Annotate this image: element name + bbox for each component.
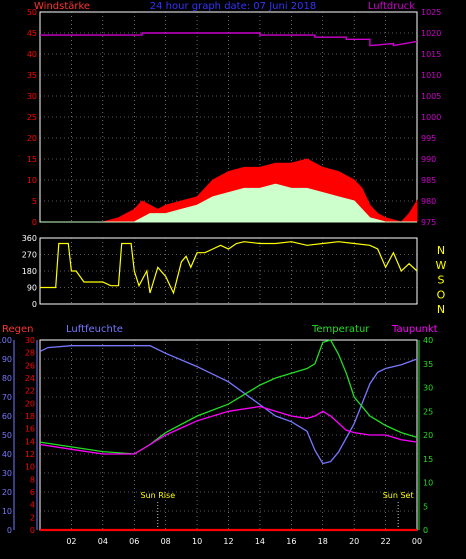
- temp-tick-label: 15: [423, 455, 433, 464]
- time-tick-label: 18: [318, 537, 328, 546]
- wind-tick-label: 20: [27, 134, 37, 143]
- wind-tick-label: 35: [27, 71, 37, 80]
- dewpoint-series: [39, 405, 418, 455]
- wind-tick-label: 15: [27, 155, 37, 164]
- humidity-tick-label: 10: [2, 507, 12, 516]
- humidity-tick-label: 0: [7, 526, 12, 535]
- wind-tick-label: 10: [27, 176, 37, 185]
- direction-tick-label: 360: [22, 234, 37, 243]
- pressure-tick-label: 975: [421, 218, 436, 227]
- rain-tick-label: 12: [25, 450, 35, 459]
- temp-tick-label: 40: [423, 336, 433, 345]
- direction-tick-label: 90: [27, 284, 37, 293]
- wind-tick-label: 40: [27, 50, 37, 59]
- rain-tick-label: 26: [25, 361, 35, 370]
- pressure-tick-label: 1015: [421, 50, 441, 59]
- time-tick-label: 08: [161, 537, 171, 546]
- wind-axis-label: Windstärke: [34, 1, 90, 12]
- time-tick-label: 12: [223, 537, 233, 546]
- wind-direction-series: [40, 241, 418, 295]
- rain-tick-label: 30: [25, 336, 35, 345]
- rain-tick-label: 6: [30, 488, 35, 497]
- temp-tick-label: 35: [423, 360, 433, 369]
- compass-label: W: [436, 259, 447, 272]
- pressure-series: [40, 32, 418, 47]
- pressure-tick-label: 1000: [421, 113, 441, 122]
- humidity-tick-label: 70: [2, 393, 12, 402]
- compass-label: O: [437, 288, 446, 301]
- pressure-tick-label: 1010: [421, 71, 441, 80]
- rain-tick-label: 16: [25, 425, 35, 434]
- wind-tick-label: 45: [27, 29, 37, 38]
- direction-tick-label: 180: [22, 267, 37, 276]
- rain-tick-label: 4: [30, 501, 35, 510]
- wind-average-series: [40, 183, 417, 223]
- time-tick-label: 16: [286, 537, 296, 546]
- sun-annotation: Sun Set: [383, 491, 414, 500]
- pressure-axis-label: Luftdruck: [368, 1, 415, 12]
- time-tick-label: 20: [349, 537, 359, 546]
- humidity-tick-label: 40: [2, 450, 12, 459]
- humidity-tick-label: 50: [2, 431, 12, 440]
- humidity-label: Luftfeuchte: [66, 324, 123, 335]
- temp-tick-label: 0: [423, 526, 428, 535]
- wind-tick-label: 25: [27, 113, 37, 122]
- temp-tick-label: 10: [423, 479, 433, 488]
- rain-label: Regen: [2, 324, 34, 335]
- humidity-tick-label: 20: [2, 488, 12, 497]
- humidity-tick-label: 80: [2, 374, 12, 383]
- temp-tick-label: 25: [423, 407, 433, 416]
- time-tick-label: 04: [98, 537, 108, 546]
- time-tick-label: 14: [255, 537, 265, 546]
- wind-tick-label: 30: [27, 92, 37, 101]
- rain-tick-label: 24: [25, 374, 35, 383]
- humidity-tick-label: 30: [2, 469, 12, 478]
- temp-tick-label: 20: [423, 431, 433, 440]
- compass-label: S: [438, 274, 445, 287]
- sun-annotation: Sun Rise: [140, 491, 175, 500]
- chart-title: 24 hour graph date: 07 Juni 2018: [150, 1, 316, 12]
- pressure-tick-label: 995: [421, 134, 436, 143]
- pressure-tick-label: 1020: [421, 29, 441, 38]
- humidity-tick-label: 100: [0, 336, 12, 345]
- pressure-tick-label: 985: [421, 176, 436, 185]
- rain-tick-label: 18: [25, 412, 35, 421]
- wind-tick-label: 0: [32, 218, 37, 227]
- time-tick-label: 22: [380, 537, 390, 546]
- rain-tick-label: 10: [25, 463, 35, 472]
- time-tick-label: 00: [412, 537, 422, 546]
- rain-tick-label: 14: [25, 437, 35, 446]
- rain-tick-label: 22: [25, 387, 35, 396]
- pressure-tick-label: 980: [421, 197, 436, 206]
- temp-tick-label: 30: [423, 384, 433, 393]
- humidity-series: [39, 345, 418, 465]
- wind-tick-label: 5: [32, 197, 37, 206]
- pressure-tick-label: 1025: [421, 8, 441, 17]
- humidity-tick-label: 90: [2, 355, 12, 364]
- rain-tick-label: 8: [30, 475, 35, 484]
- wind-tick-label: 50: [27, 8, 37, 17]
- time-tick-label: 06: [129, 537, 139, 546]
- direction-tick-label: 0: [32, 300, 37, 309]
- dewpoint-label: Taupunkt: [391, 324, 438, 335]
- rain-tick-label: 2: [30, 513, 35, 522]
- compass-label: N: [437, 303, 445, 316]
- humidity-tick-label: 60: [2, 412, 12, 421]
- temp-tick-label: 5: [423, 502, 428, 511]
- temperature-label: Temperatur: [311, 324, 370, 335]
- time-tick-label: 02: [66, 537, 76, 546]
- rain-tick-label: 0: [30, 526, 35, 535]
- pressure-tick-label: 1005: [421, 92, 441, 101]
- direction-tick-label: 270: [22, 251, 37, 260]
- pressure-tick-label: 990: [421, 155, 436, 164]
- rain-tick-label: 20: [25, 399, 35, 408]
- compass-label: N: [437, 244, 445, 257]
- rain-tick-label: 28: [25, 349, 35, 358]
- time-tick-label: 10: [192, 537, 202, 546]
